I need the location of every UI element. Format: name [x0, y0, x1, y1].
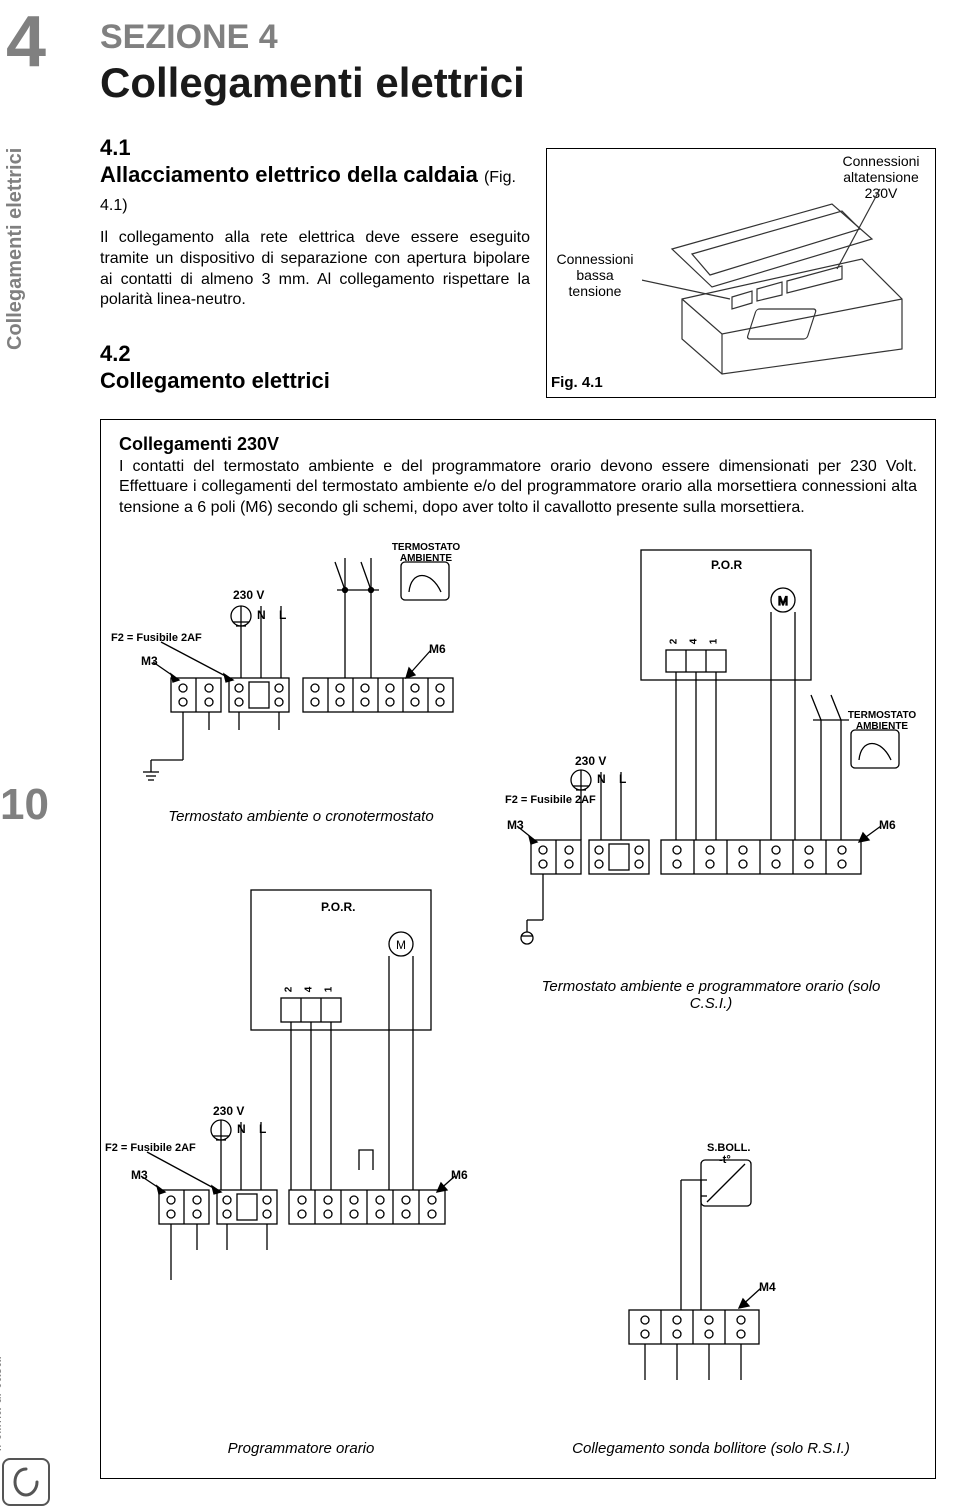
side-label: Collegamenti elettrici — [4, 148, 27, 350]
brand-tagline: Il clima di casa. — [0, 1259, 2, 1452]
fig-label-low-voltage: Connessioni bassa tensione — [551, 251, 639, 299]
d4-label-sboll: S.BOLL. — [707, 1142, 750, 1154]
d2-label-m3: M3 — [507, 818, 524, 832]
d3-label-m6: M6 — [451, 1168, 468, 1182]
d1-label-ta: TERMOSTATO AMBIENTE — [391, 542, 461, 564]
d3-label-t1: 1 — [323, 986, 334, 992]
section-number: 4 — [6, 6, 46, 78]
d3-label-fuse: F2 = Fusibile 2AF — [105, 1142, 196, 1154]
d3-label-l: L — [259, 1122, 266, 1136]
diagram-ta-por: M — [511, 540, 911, 955]
brand-icon — [2, 1458, 50, 1506]
d3-label-volt: 230 V — [213, 1104, 244, 1118]
d3-label-m3: M3 — [131, 1168, 148, 1182]
d1-label-volt: 230 V — [233, 588, 264, 602]
subsection-4.1-paragraph: Il collegamento alla rete elettrica deve… — [100, 228, 530, 311]
d2-label-t4: 4 — [688, 638, 699, 644]
diagram-por: M P.O.R. 2 4 1 230 V N L F2 = Fusibile 2… — [111, 880, 471, 1305]
d1-caption: Termostato ambiente o cronotermostato — [141, 808, 461, 825]
d3-label-n: N — [237, 1122, 246, 1136]
d2-label-fuse: F2 = Fusibile 2AF — [505, 794, 596, 806]
d1-label-fuse: F2 = Fusibile 2AF — [111, 632, 202, 644]
figure-4.1: Connessioni altatensione 230V Connession… — [546, 148, 936, 398]
d2-label-n: N — [597, 772, 606, 786]
d4-label-t: -t° — [719, 1154, 731, 1166]
d2-caption: Termostato ambiente e programmatore orar… — [541, 978, 881, 1012]
fig-caption: Fig. 4.1 — [551, 374, 603, 391]
d4-label-m4: M4 — [759, 1280, 776, 1294]
d3-label-por: P.O.R. — [321, 900, 355, 914]
d1-label-m6: M6 — [429, 642, 446, 656]
page-number: 10 — [0, 780, 49, 830]
d2-label-t2: 2 — [668, 638, 679, 644]
d3-label-t4: 4 — [303, 986, 314, 992]
diagram-sonda-bollitore: S.BOLL. -t° M4 — [581, 1140, 811, 1405]
svg-text:M: M — [778, 594, 788, 608]
section-title: SEZIONE 4 — [100, 18, 960, 57]
svg-text:M: M — [396, 938, 406, 952]
d2-label-ta: TERMOSTATO AMBIENTE — [847, 710, 917, 732]
subsection-4.1-title-text: Allacciamento elettrico della caldaia — [100, 162, 478, 187]
device-illustration — [642, 169, 922, 379]
brand: Beretta Il clima di casa. — [0, 1259, 2, 1508]
d2-label-l: L — [619, 772, 626, 786]
subsection-4.1-number: 4.1 — [100, 135, 530, 161]
d2-label-por: P.O.R — [711, 558, 742, 572]
d1-label-l: L — [279, 608, 286, 622]
d2-label-m6: M6 — [879, 818, 896, 832]
box-230v-title: Collegamenti 230V — [119, 434, 917, 455]
d1-label-m3: M3 — [141, 654, 158, 668]
d2-label-volt: 230 V — [575, 754, 606, 768]
box-230v: Collegamenti 230V I contatti del termost… — [100, 419, 936, 1479]
box-230v-paragraph: I contatti del termostato ambiente e del… — [119, 457, 917, 519]
diagram-termostato-crono: TERMOSTATO AMBIENTE 230 V N L F2 = Fusib… — [111, 550, 471, 795]
d3-label-t2: 2 — [283, 986, 294, 992]
main-title: Collegamenti elettrici — [100, 59, 960, 107]
subsection-4.1-title: Allacciamento elettrico della caldaia (F… — [100, 161, 530, 216]
d4-caption: Collegamento sonda bollitore (solo R.S.I… — [521, 1440, 901, 1457]
d1-label-n: N — [257, 608, 266, 622]
d3-caption: Programmatore orario — [161, 1440, 441, 1457]
d2-label-t1: 1 — [708, 638, 719, 644]
